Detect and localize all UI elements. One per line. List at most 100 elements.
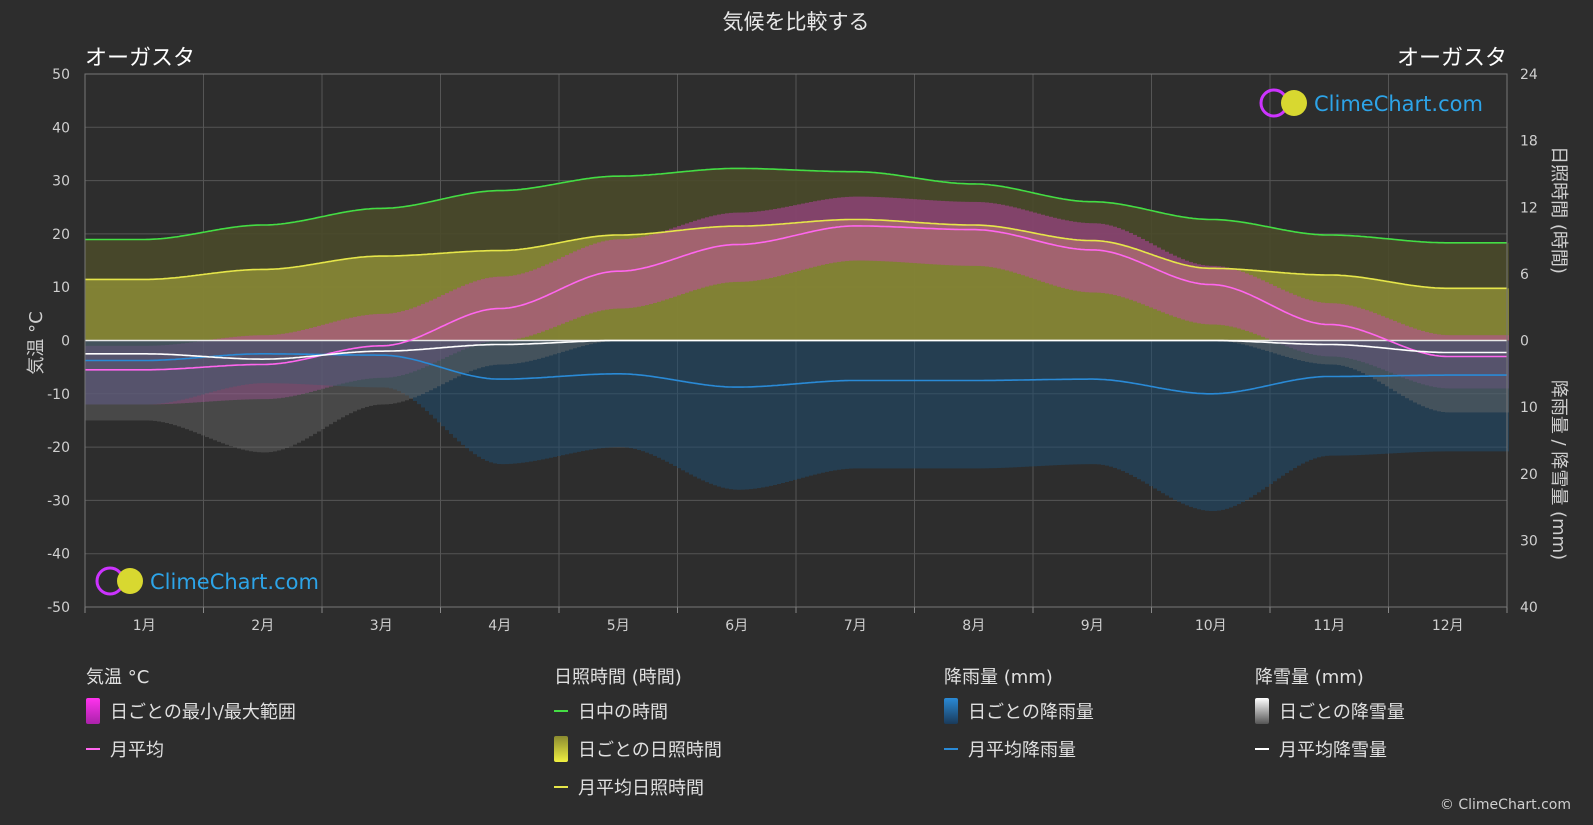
rain-bar: [769, 340, 773, 486]
temp-range-bar: [1361, 308, 1365, 363]
rain-bar: [489, 340, 493, 463]
sunshine-bar: [729, 226, 733, 341]
rain-bar: [693, 340, 697, 477]
sunshine-bar: [545, 245, 549, 341]
temp-range-bar: [689, 222, 693, 292]
x-tick-label: 1月: [133, 618, 156, 634]
sunshine-bar: [549, 244, 553, 341]
temp-range-bar: [1053, 217, 1057, 286]
legend-temp-avg: 月平均: [86, 737, 296, 761]
rain-bar: [429, 340, 433, 415]
sunshine-bar: [973, 225, 977, 341]
sunshine-bar: [737, 226, 741, 341]
sunshine-bar: [1069, 239, 1073, 341]
temp-range-bar: [1225, 267, 1229, 326]
y-right-mm-tick-label: 40: [1520, 600, 1538, 616]
sunshine-bar: [1353, 276, 1357, 341]
temp-range-bar: [1093, 223, 1097, 293]
rain-bar: [1149, 340, 1153, 487]
rain-bar: [1173, 340, 1177, 500]
rain-bar: [309, 340, 313, 385]
rain-bar: [713, 340, 717, 486]
temp-range-bar: [761, 210, 765, 280]
temp-range-bar: [1137, 236, 1141, 303]
temp-range-bar: [1113, 226, 1117, 296]
temp-range-bar: [557, 258, 561, 326]
temp-range-bar: [657, 232, 661, 302]
rain-bar: [1093, 340, 1097, 465]
temp-range-bar: [869, 196, 873, 261]
snow-bar: [1341, 340, 1345, 366]
sunshine-bar: [1137, 249, 1141, 341]
sunshine-bar: [153, 279, 157, 341]
x-tick-label: 3月: [370, 618, 393, 634]
sunshine-bar: [517, 249, 521, 341]
rain-bar: [1177, 340, 1181, 502]
sunshine-bar: [869, 219, 873, 341]
snow-bar: [1337, 340, 1341, 366]
sunshine-bar: [1285, 272, 1289, 341]
sunshine-bar: [341, 259, 345, 341]
temp-range-bar: [1373, 313, 1377, 367]
temp-range-bar: [581, 247, 585, 317]
sunshine-bar: [1085, 240, 1089, 341]
sunshine-bar: [1145, 252, 1149, 341]
rain-bar: [941, 340, 945, 469]
sunshine-bar: [1133, 248, 1137, 341]
snow-bar: [381, 340, 385, 405]
snow-bar: [449, 340, 453, 381]
snow-bar: [541, 340, 545, 358]
rain-bar: [441, 340, 445, 427]
sunshine-bar: [881, 220, 885, 341]
temp-range-bar: [441, 294, 445, 359]
sunshine-bar: [821, 220, 825, 341]
sunshine-bar: [1377, 279, 1381, 341]
sunshine-bar: [1381, 280, 1385, 341]
snow-bar: [469, 340, 473, 372]
snow-bar: [189, 340, 193, 431]
rain-bar: [761, 340, 765, 488]
temp-range-bar: [1173, 255, 1177, 317]
sunshine-bar: [141, 279, 145, 341]
snow-bar: [93, 340, 97, 421]
rain-bar: [1473, 340, 1477, 452]
sunshine-bar: [1253, 270, 1257, 341]
sunshine-bar: [713, 227, 717, 341]
rain-bar: [149, 340, 153, 405]
rain-bar: [1089, 340, 1093, 465]
rain-bar: [457, 340, 461, 442]
temp-range-bar: [573, 251, 577, 319]
sunshine-bar: [709, 227, 713, 341]
rain-bar: [97, 340, 101, 405]
snow-bar: [413, 340, 417, 398]
sunshine-bar: [473, 251, 477, 341]
rain-bar: [337, 340, 341, 387]
rain-bar: [1005, 340, 1009, 468]
y-right-hours-tick-label: 18: [1520, 134, 1538, 150]
snow-bar: [365, 340, 369, 407]
temp-range-bar: [433, 298, 437, 363]
temp-range-bar: [781, 207, 785, 276]
snow-bar: [213, 340, 217, 441]
snow-bar: [241, 340, 245, 450]
temp-range-bar: [1329, 303, 1333, 357]
temp-range-bar: [1281, 289, 1285, 345]
snow-bar: [1357, 340, 1361, 372]
sunshine-bar: [793, 223, 797, 341]
rain-bar: [641, 340, 645, 452]
sunshine-bar: [1165, 259, 1169, 341]
sunshine-bar: [477, 251, 481, 341]
sunshine-bar: [173, 277, 177, 341]
sunshine-bar: [1073, 239, 1077, 341]
snow-bar: [1377, 340, 1381, 382]
snow-bar: [1453, 340, 1457, 413]
sunshine-bar: [349, 258, 353, 341]
rain-bar: [409, 340, 413, 399]
sunshine-bar: [369, 256, 373, 341]
sunshine-bar: [1441, 288, 1445, 341]
sunshine-bar: [1277, 272, 1281, 341]
legend-temp-range: 日ごとの最小/最大範囲: [86, 698, 296, 724]
sunshine-swatch: [554, 736, 568, 762]
rain-line-swatch: [944, 748, 958, 750]
temp-range-bar: [901, 198, 905, 263]
